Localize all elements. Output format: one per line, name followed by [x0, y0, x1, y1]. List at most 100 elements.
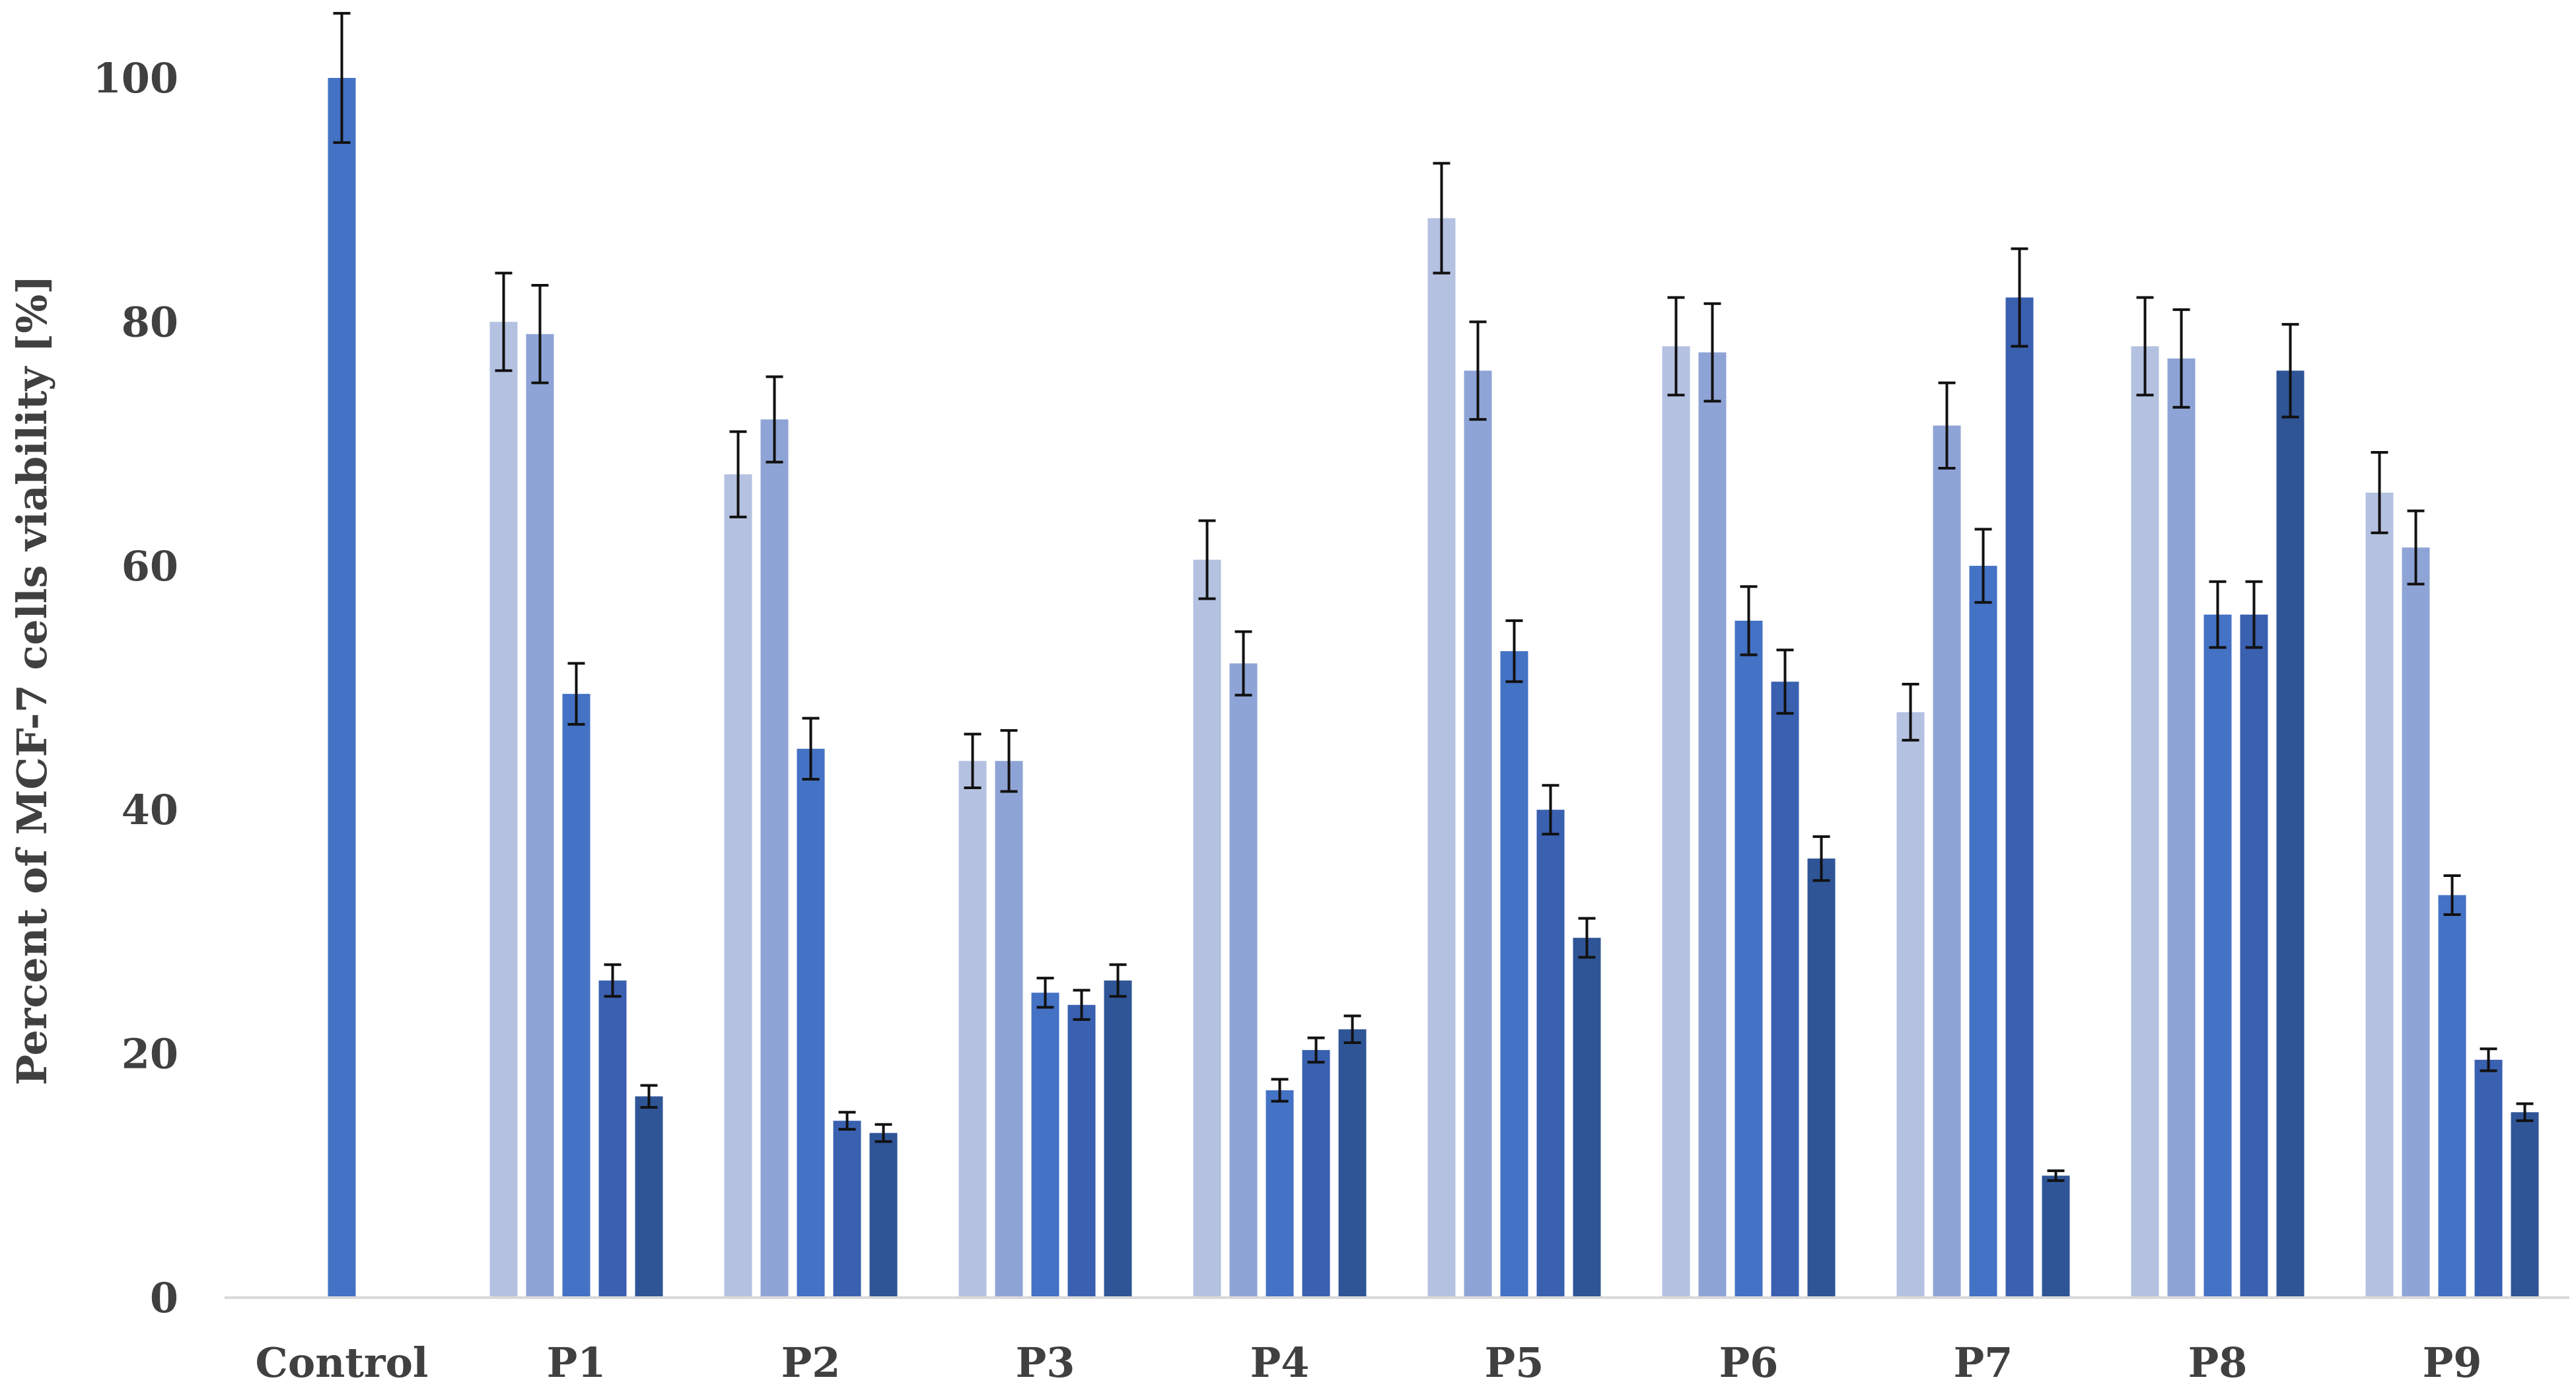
error-bar — [333, 12, 351, 144]
bar — [2474, 1059, 2503, 1298]
bar — [526, 333, 554, 1298]
error-bar — [1578, 917, 1596, 959]
error-bar — [1667, 296, 1685, 397]
bar — [489, 322, 518, 1298]
x-tick-label: P5 — [1485, 1339, 1544, 1387]
x-axis-ticks: Control P1 P2 P3 P4 P5 P6 P7 P8 P9 — [256, 1339, 2482, 1387]
bar — [1338, 1029, 1367, 1298]
bar — [1193, 559, 1221, 1298]
bar — [562, 693, 590, 1298]
error-bar — [567, 662, 585, 726]
error-bar — [1703, 302, 1721, 403]
bar — [958, 761, 987, 1298]
error-bar — [802, 716, 820, 781]
x-tick-label: P8 — [2188, 1339, 2248, 1387]
bar — [2203, 614, 2232, 1298]
x-tick-label: Control — [256, 1339, 429, 1387]
error-bar — [1234, 630, 1252, 697]
bar — [833, 1121, 861, 1298]
x-tick-label: P9 — [2423, 1339, 2482, 1387]
error-bar — [1938, 381, 1956, 470]
bar — [2438, 895, 2466, 1298]
error-bar — [1036, 977, 1054, 1009]
bar — [869, 1133, 898, 1298]
x-tick-label: P1 — [547, 1339, 606, 1387]
error-bar — [1469, 320, 1487, 421]
y-tick-label: 80 — [122, 298, 178, 346]
bar — [2131, 346, 2159, 1298]
bar — [1735, 620, 1763, 1298]
error-bar — [1505, 619, 1523, 683]
bar — [1302, 1050, 1330, 1298]
bars-layer — [328, 78, 2539, 1298]
error-bar — [875, 1123, 892, 1143]
bar — [995, 761, 1023, 1298]
bar — [1896, 712, 1925, 1298]
bar — [1662, 346, 1690, 1298]
bar — [724, 474, 752, 1298]
y-tick-label: 40 — [122, 786, 178, 834]
bar — [1536, 810, 1565, 1298]
error-bar — [1109, 963, 1127, 998]
bar — [2365, 492, 2394, 1298]
bar — [1933, 425, 1961, 1298]
bar — [1427, 218, 1456, 1298]
bar — [1573, 938, 1601, 1298]
bar — [1067, 1004, 1096, 1298]
bar — [2402, 547, 2430, 1298]
y-axis-ticks: 0 20 40 60 80 100 — [93, 54, 178, 1322]
error-bar — [1433, 162, 1450, 275]
bar — [1698, 352, 1727, 1298]
bar — [760, 419, 789, 1298]
error-bar — [1542, 784, 1559, 836]
y-tick-label: 20 — [122, 1030, 178, 1078]
bar — [635, 1096, 663, 1298]
error-bar — [640, 1084, 658, 1109]
bar — [1771, 682, 1799, 1298]
y-axis-title: Percent of MCF-7 cells viability [%] — [8, 275, 56, 1085]
error-bar — [1740, 585, 1758, 656]
bar — [1807, 858, 1836, 1298]
x-tick-label: P3 — [1016, 1339, 1075, 1387]
bar — [1464, 370, 1492, 1298]
bar — [1229, 663, 1258, 1298]
error-bar — [2172, 308, 2190, 409]
error-bar — [1812, 835, 1830, 882]
error-bar — [2136, 296, 2154, 397]
bar — [1031, 993, 1059, 1298]
bar — [797, 748, 825, 1298]
y-tick-label: 100 — [93, 54, 178, 102]
error-bar — [495, 271, 513, 372]
bar — [2240, 614, 2268, 1298]
error-bars-layer — [333, 12, 2534, 1182]
error-bar — [1343, 1014, 1361, 1044]
x-tick-label: P6 — [1719, 1339, 1779, 1387]
error-bar — [1271, 1078, 1289, 1103]
bar — [2276, 370, 2305, 1298]
bar — [2005, 297, 2034, 1298]
error-bar — [2480, 1047, 2497, 1072]
error-bar — [2209, 580, 2227, 649]
bar — [2511, 1112, 2539, 1298]
bar — [2042, 1175, 2070, 1298]
error-bar — [604, 963, 622, 998]
bar — [328, 78, 356, 1298]
error-bar — [2047, 1169, 2065, 1182]
error-bar — [2516, 1102, 2534, 1123]
x-tick-label: P7 — [1954, 1339, 2013, 1387]
error-bar — [1902, 682, 1919, 742]
error-bar — [1198, 519, 1216, 600]
bar — [1104, 980, 1132, 1298]
error-bar — [2245, 580, 2263, 649]
x-tick-label: P4 — [1250, 1339, 1310, 1387]
error-bar — [1000, 729, 1018, 793]
bar — [1500, 651, 1528, 1298]
error-bar — [1974, 528, 1992, 604]
error-bar — [729, 430, 747, 518]
error-bar — [531, 283, 549, 384]
error-bar — [2281, 323, 2299, 419]
bar — [2167, 358, 2196, 1298]
error-bar — [2443, 874, 2461, 917]
